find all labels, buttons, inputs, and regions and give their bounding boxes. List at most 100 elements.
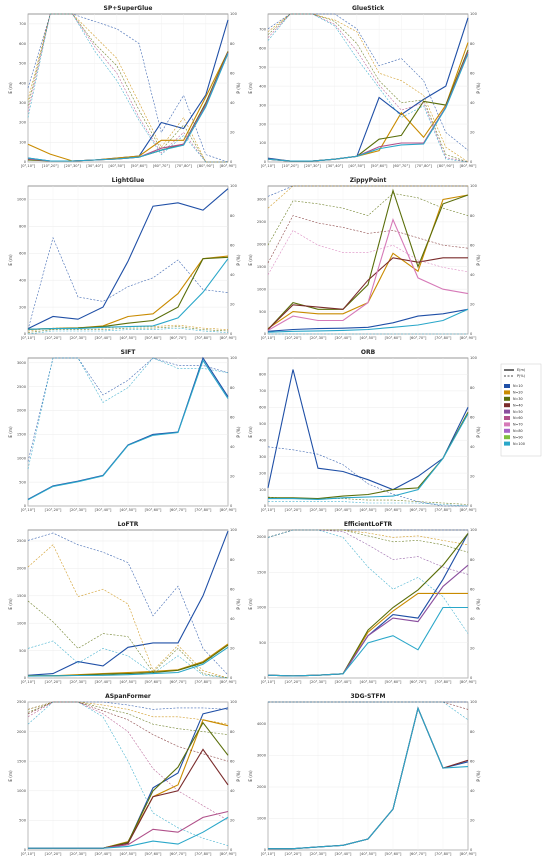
p-tick-label: 100 [470,356,478,360]
series-line-p-N30 [267,13,469,163]
series-line-p-N70 [267,229,469,275]
p-tick-label: 40 [230,617,235,621]
y-tick-label: 600 [259,406,267,410]
series-line-e-N30 [267,49,469,162]
p-tick-label: 80 [230,42,235,46]
series-line-p-N100 [267,13,469,163]
left-axis-label: E (m) [248,770,253,782]
x-tick-label: [0°,10°] [261,336,276,340]
chart-panel-6: LoFTR 0 500 1000 1500 2000 2500 0 20 40 60 80 100 [0°… [8,521,241,684]
y-tick-label: 1000 [17,198,27,202]
series-line-p-N20 [27,544,229,679]
x-tick-label: [40°,50°] [360,680,377,684]
p-tick-label: 80 [230,214,235,218]
y-tick-label: 3000 [257,754,267,758]
y-tick-label: 2500 [17,539,27,543]
series-line-p-N60 [27,13,228,163]
p-tick-label: 20 [230,819,235,823]
series-line-e-N10 [267,369,469,491]
x-tick-label: [70°,80°] [195,680,212,684]
legend-style-label: E(m) [517,368,526,372]
legend-series-label: N=10 [513,384,523,388]
y-tick-label: 700 [259,27,267,31]
y-tick-label: 400 [19,81,27,85]
x-tick-label: [50°,60°] [385,508,402,512]
p-tick-label: 40 [470,101,475,105]
x-tick-label: [10°,20°] [285,680,302,684]
p-tick-label: 60 [470,243,475,247]
x-tick-label: [0°,10°] [21,164,36,168]
series-line-e-N10 [27,19,229,162]
p-tick-label: 0 [230,676,233,680]
chart-title: LightGlue [112,177,145,184]
series-line-p-N10 [27,236,229,330]
left-axis-label: E (m) [8,770,13,782]
series-line-e-N100 [27,646,229,677]
p-tick-label: 60 [230,71,235,75]
left-axis-label: E (m) [248,598,253,610]
x-tick-label: [0°,10°] [261,852,276,856]
x-tick-label: [80°,90°] [220,508,237,512]
legend-color-swatch [504,422,510,427]
p-tick-label: 100 [470,12,478,16]
x-tick-label: [0°,10°] [21,508,36,512]
x-tick-label: [60°,70°] [410,336,427,340]
y-tick-label: 0 [24,848,27,852]
right-axis-label: P (%) [476,254,481,265]
legend-series-label: N=100 [513,442,525,446]
x-tick-label: [60°,70°] [410,852,427,856]
p-tick-label: 100 [470,184,478,188]
series-line-e-N30 [267,188,469,330]
x-tick-label: [80°,90°] [220,336,237,340]
x-tick-label: [20°,30°] [304,164,321,168]
series-line-p-N40 [267,215,469,264]
x-tick-label: [50°,60°] [371,164,388,168]
y-tick-label: 600 [19,251,27,255]
series-line-p-N30 [267,193,469,246]
p-tick-label: 20 [230,475,235,479]
x-tick-label: [10°,20°] [42,164,59,168]
x-tick-label: [30°,40°] [335,680,352,684]
y-tick-label: 1500 [17,433,27,437]
p-tick-label: 20 [470,131,475,135]
y-tick-label: 0 [264,848,267,852]
x-tick-label: [20°,30°] [70,508,87,512]
series-line-e-N100 [27,53,229,162]
x-tick-label: [80°,90°] [197,164,214,168]
left-axis-label: E (m) [248,82,253,94]
series-line-p-N10 [27,532,229,676]
plot-frame [267,13,469,163]
x-tick-label: [10°,20°] [285,508,302,512]
p-tick-label: 0 [470,676,473,680]
chart-title: ORB [361,349,376,356]
chart-panel-1: GlueStick 0 100 200 300 400 500 600 700 0 20 40 60 80… [248,5,481,168]
legend-color-swatch [504,428,510,433]
x-tick-label: [0°,10°] [261,164,276,168]
y-tick-label: 500 [259,310,267,314]
y-tick-label: 2500 [17,700,27,704]
right-axis-label: P (%) [236,82,241,93]
series-line-p-N10 [267,446,468,507]
x-tick-label: [0°,10°] [261,680,276,684]
x-tick-label: [10°,20°] [45,852,62,856]
p-tick-label: 60 [470,587,475,591]
chart-panel-2: LightGlue 0 200 400 600 800 1000 0 20 40 60 80 100 [0… [8,177,241,340]
chart-panel-0: SP+SuperGlue 0 100 200 300 400 500 600 700 0 20 40 6… [8,5,241,168]
series-line-e-N100 [267,308,469,333]
x-tick-label: [70°,80°] [435,336,452,340]
p-tick-label: 80 [470,558,475,562]
x-tick-label: [70°,80°] [435,680,452,684]
y-tick-label: 200 [259,471,267,475]
series-line-p-N20 [27,701,229,725]
x-tick-label: [70°,80°] [195,852,212,856]
p-tick-label: 100 [230,12,238,16]
x-tick-label: [20°,30°] [70,336,87,340]
chart-title: SIFT [121,349,137,356]
y-tick-label: 4000 [257,722,267,726]
y-tick-label: 0 [24,676,27,680]
y-tick-label: 300 [19,101,27,105]
y-tick-label: 200 [259,122,267,126]
x-tick-label: [10°,20°] [45,508,62,512]
series-line-p-N100 [27,640,229,679]
